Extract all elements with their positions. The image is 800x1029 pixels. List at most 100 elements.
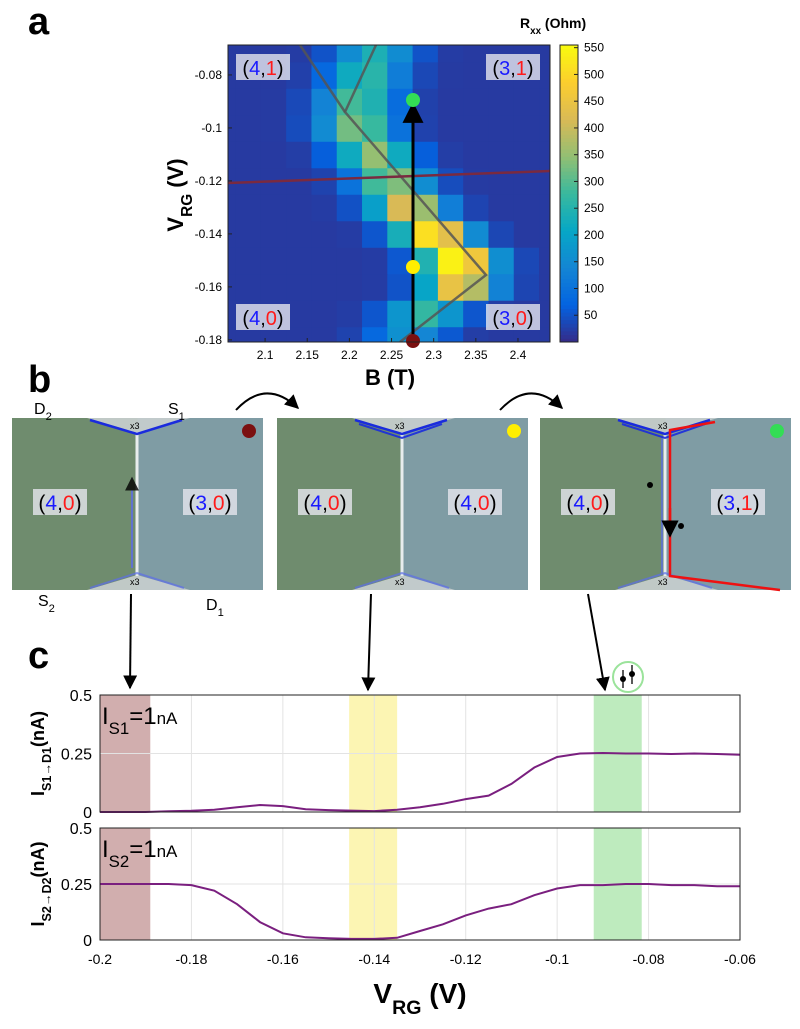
cells	[228, 45, 550, 342]
annotation-part: nA	[157, 709, 178, 728]
x-tick-label: -0.12	[450, 951, 482, 967]
cell	[311, 300, 338, 328]
annotation-part: S1	[109, 719, 130, 738]
label-bg	[486, 54, 540, 80]
arrows	[123, 392, 610, 692]
colorbar-slice	[560, 278, 578, 284]
cell	[437, 326, 464, 342]
cell	[286, 247, 313, 275]
colorbar-title-part: R	[520, 15, 530, 31]
colorbar-slice	[560, 70, 578, 76]
state-label: (4,0)	[566, 492, 609, 515]
colorbar-slice	[560, 267, 578, 272]
annotation: IS1=1nA	[102, 703, 178, 738]
colorbar-slice	[560, 230, 578, 235]
y-tick-label: 0	[83, 805, 92, 822]
state-label-part: )	[75, 492, 82, 515]
cell	[286, 141, 313, 169]
colorbar-slice	[560, 96, 578, 102]
panel-label: b	[28, 359, 51, 401]
cell	[488, 114, 515, 142]
cell	[539, 326, 550, 342]
contact-label-part: 2	[49, 603, 55, 615]
y-axis-label-part: (nA)	[28, 841, 48, 877]
state-label-part: (	[716, 492, 723, 515]
colorbar-slice	[560, 148, 578, 154]
cell	[260, 326, 287, 342]
cell	[488, 273, 515, 301]
y-axis-label-part: V	[163, 217, 188, 232]
cell	[286, 61, 313, 89]
cell	[311, 194, 338, 222]
state-label-part: 0	[516, 308, 527, 330]
cell	[260, 141, 287, 169]
colorbar-slice	[560, 245, 578, 250]
colorbar-slice	[560, 189, 578, 194]
x-tick-label: -0.18	[175, 951, 207, 967]
cell	[513, 220, 540, 248]
colorbar-slice	[560, 85, 578, 91]
cell	[311, 45, 338, 63]
x-tick-label: -0.1	[545, 951, 569, 967]
cell	[336, 194, 363, 222]
annotation-part: =1	[129, 703, 156, 730]
state-label-part: 4	[310, 492, 322, 515]
cell	[463, 167, 490, 195]
cell	[362, 167, 388, 195]
y-tick-label: 0.25	[61, 877, 92, 894]
cell	[488, 326, 515, 342]
colorbar-slice	[560, 252, 578, 258]
state-label-part: 1	[266, 58, 277, 80]
cell	[336, 167, 363, 195]
panel-label: c	[28, 635, 49, 677]
cell	[463, 141, 490, 169]
cell	[235, 247, 262, 275]
colorbar-tick-label: 500	[584, 67, 604, 81]
state-label-part: (	[242, 58, 249, 80]
y-tick-label: -0.14	[195, 227, 223, 241]
y-tick-label: -0.08	[195, 68, 223, 82]
label-bg	[236, 304, 290, 330]
cell	[437, 247, 464, 275]
cell	[228, 247, 237, 275]
cell	[387, 114, 414, 142]
multiplier: x3	[130, 421, 140, 431]
y-tick-label: 0.5	[70, 821, 92, 838]
state-label-part: ,	[207, 492, 213, 515]
colorbar-slice	[560, 167, 578, 172]
cell	[336, 45, 363, 63]
cell	[387, 300, 414, 328]
edge-channel	[358, 423, 443, 440]
colorbar-slice	[560, 193, 578, 198]
cell	[336, 326, 363, 342]
colorbar-slice	[560, 256, 578, 261]
state-label-part: 4	[249, 58, 260, 80]
state-label-part: )	[527, 308, 534, 330]
colorbar-tick-label: 450	[584, 94, 604, 108]
gate-bottom	[352, 575, 455, 590]
annotation: IS2=1nA	[102, 836, 178, 871]
state-label-part: 3	[499, 58, 510, 80]
x-tick-label: 2.15	[296, 348, 320, 362]
cell	[260, 273, 287, 301]
state-dot	[406, 260, 420, 274]
panel-label: a	[28, 1, 50, 43]
cell	[260, 114, 287, 142]
cell	[539, 300, 550, 328]
cell	[235, 88, 262, 116]
y-tick-label: -0.16	[195, 280, 223, 294]
contact-label-part: D	[206, 597, 218, 614]
arrow	[235, 392, 300, 411]
state-label-part: ,	[510, 308, 516, 330]
colorbar-slice	[560, 45, 578, 50]
x-tick-label: 2.1	[257, 348, 274, 362]
state-label-part: 0	[266, 308, 277, 330]
cell	[387, 167, 414, 195]
colorbar-slice	[560, 264, 578, 269]
x-axis-label: VRG (V)	[373, 978, 466, 1019]
state-label-part: ,	[260, 58, 266, 80]
cell	[539, 167, 550, 195]
cell	[286, 220, 313, 248]
cell	[286, 300, 313, 328]
